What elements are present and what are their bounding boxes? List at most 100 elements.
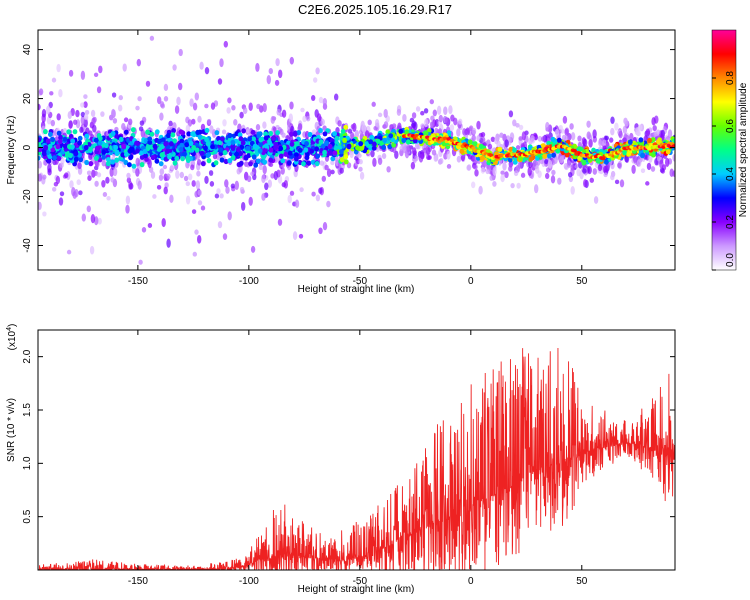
heatmap-noise-cell bbox=[137, 180, 142, 190]
heatmap-noise-cell bbox=[480, 131, 486, 138]
y-tick-label: 1.0 bbox=[22, 456, 33, 470]
heatmap-noise-cell bbox=[490, 136, 496, 143]
heatmap-band-cell bbox=[93, 155, 99, 161]
heatmap-band-cell bbox=[371, 145, 377, 151]
heatmap-band-cell bbox=[296, 130, 302, 136]
heatmap-noise-cell bbox=[418, 153, 424, 163]
heatmap-noise-cell bbox=[448, 105, 453, 115]
heatmap-band-cell bbox=[123, 159, 129, 165]
heatmap-band-cell bbox=[382, 137, 387, 143]
heatmap-noise-cell bbox=[162, 164, 168, 170]
heatmap-band-cell bbox=[328, 150, 333, 156]
heatmap-noise-cell bbox=[322, 221, 328, 231]
heatmap-noise-cell bbox=[476, 120, 481, 130]
heatmap-noise-cell bbox=[141, 227, 147, 233]
heatmap-band-cell bbox=[205, 152, 211, 158]
heatmap-y-label: Frequency (Hz) bbox=[6, 116, 17, 185]
heatmap-noise-cell bbox=[210, 102, 216, 110]
heatmap-band-cell bbox=[346, 143, 352, 149]
heatmap-noise-cell bbox=[268, 162, 274, 168]
heatmap-noise-cell bbox=[42, 211, 47, 217]
heatmap-noise-cell bbox=[281, 132, 286, 138]
heatmap-noise-cell bbox=[285, 135, 290, 141]
heatmap-band-cell bbox=[332, 131, 337, 137]
heatmap-noise-cell bbox=[582, 168, 587, 174]
heatmap-band-cell bbox=[577, 155, 582, 161]
heatmap-noise-cell bbox=[396, 108, 402, 116]
heatmap-band-cell bbox=[247, 136, 253, 142]
heatmap-noise-cell bbox=[278, 69, 283, 79]
heatmap-band-cell bbox=[309, 148, 315, 154]
heatmap-noise-cell bbox=[518, 136, 523, 141]
heatmap-noise-cell bbox=[56, 63, 61, 73]
heatmap-band-cell bbox=[56, 130, 62, 136]
heatmap-band-cell bbox=[650, 137, 656, 143]
heatmap-noise-cell bbox=[350, 123, 356, 130]
heatmap-band-cell bbox=[105, 161, 111, 167]
heatmap-noise-cell bbox=[319, 160, 325, 166]
heatmap-noise-cell bbox=[94, 216, 99, 226]
heatmap-noise-cell bbox=[183, 175, 189, 182]
heatmap-noise-cell bbox=[80, 111, 86, 118]
heatmap-band-cell bbox=[267, 140, 272, 146]
heatmap-band-cell bbox=[647, 137, 652, 144]
heatmap-noise-cell bbox=[629, 132, 634, 142]
heatmap-noise-cell bbox=[577, 135, 582, 142]
heatmap-noise-cell bbox=[383, 121, 389, 129]
heatmap-noise-cell bbox=[88, 130, 93, 136]
y-tick-label: -20 bbox=[22, 189, 33, 204]
heatmap-noise-cell bbox=[504, 139, 509, 148]
heatmap-noise-cell bbox=[209, 181, 215, 187]
heatmap-band-cell bbox=[556, 137, 562, 143]
heatmap-band-cell bbox=[278, 145, 284, 152]
heatmap-band-cell bbox=[255, 158, 261, 164]
heatmap-band-cell bbox=[258, 137, 264, 143]
heatmap-noise-cell bbox=[281, 109, 287, 118]
heatmap-noise-cell bbox=[189, 98, 194, 107]
heatmap-band-cell bbox=[152, 143, 158, 149]
heatmap-noise-cell bbox=[297, 125, 302, 131]
heatmap-band-cell bbox=[480, 155, 485, 161]
y-tick-label: -40 bbox=[22, 238, 33, 253]
heatmap-band-cell bbox=[252, 143, 258, 149]
heatmap-noise-cell bbox=[100, 111, 105, 117]
heatmap-band-cell bbox=[318, 127, 323, 134]
heatmap-noise-cell bbox=[147, 223, 153, 228]
heatmap-band-cell bbox=[95, 145, 100, 151]
heatmap-noise-cell bbox=[90, 213, 96, 224]
heatmap-noise-cell bbox=[339, 167, 344, 174]
heatmap-noise-cell bbox=[423, 118, 429, 128]
heatmap-noise-cell bbox=[420, 123, 425, 129]
heatmap-band-cell bbox=[114, 149, 120, 155]
heatmap-noise-cell bbox=[646, 162, 652, 171]
heatmap-band-cell bbox=[77, 152, 83, 158]
heatmap-noise-cell bbox=[652, 125, 657, 132]
heatmap-band-cell bbox=[143, 153, 149, 159]
heatmap-band-cell bbox=[289, 141, 295, 147]
heatmap-noise-cell bbox=[256, 103, 261, 110]
heatmap-noise-cell bbox=[430, 115, 435, 121]
heatmap-noise-cell bbox=[197, 189, 202, 196]
heatmap-noise-cell bbox=[241, 201, 246, 211]
heatmap-noise-cell bbox=[163, 96, 169, 102]
heatmap-noise-cell bbox=[330, 169, 335, 175]
heatmap-noise-cell bbox=[159, 101, 165, 108]
heatmap-noise-cell bbox=[197, 115, 202, 123]
heatmap-noise-cell bbox=[273, 170, 278, 181]
heatmap-noise-cell bbox=[166, 238, 171, 248]
heatmap-noise-cell bbox=[347, 128, 353, 134]
heatmap-noise-cell bbox=[521, 131, 527, 141]
heatmap-band-cell bbox=[359, 145, 365, 151]
heatmap-noise-cell bbox=[593, 196, 599, 204]
heatmap-noise-cell bbox=[66, 249, 72, 255]
x-tick-label: 50 bbox=[576, 576, 588, 587]
heatmap-noise-cell bbox=[502, 162, 507, 171]
heatmap-band-cell bbox=[381, 144, 387, 150]
heatmap-band-cell bbox=[217, 139, 223, 146]
heatmap-band-cell bbox=[174, 155, 180, 161]
heatmap-band-cell bbox=[186, 131, 192, 137]
heatmap-band-cell bbox=[542, 153, 548, 159]
heatmap-noise-cell bbox=[313, 77, 318, 83]
heatmap-band-cell bbox=[263, 143, 269, 149]
heatmap-band-cell bbox=[528, 156, 534, 162]
